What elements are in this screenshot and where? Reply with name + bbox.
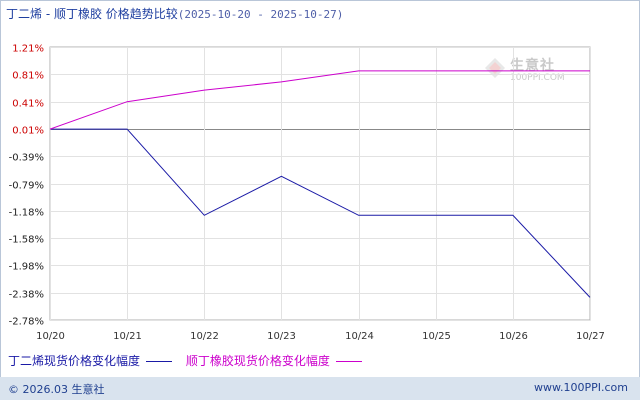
x-tick-label: 10/25 — [422, 331, 451, 342]
legend: 丁二烯现货价格变化幅度 顺丁橡胶现货价格变化幅度 — [8, 352, 372, 369]
legend-label-butadiene: 丁二烯现货价格变化幅度 — [8, 354, 141, 368]
title-main: 丁二烯 - 顺丁橡胶 价格趋势比较 — [6, 7, 178, 21]
legend-swatch-butadiene — [146, 361, 173, 362]
watermark-name: 生意社 — [510, 58, 555, 74]
y-tick-label: -2.78% — [9, 317, 44, 328]
series-lines — [49, 70, 591, 298]
x-tick-label: 10/23 — [267, 331, 296, 342]
x-tick-label: 10/24 — [345, 331, 374, 342]
y-axis-ticks: 1.21% 0.81% 0.41% 0.01% -0.39% -0.79% -1.18% -1… — [9, 44, 44, 328]
y-tick-label: -2.38% — [9, 290, 44, 301]
x-tick-label: 10/22 — [190, 331, 219, 342]
plot-area-border — [49, 46, 591, 321]
legend-label-br-rubber: 顺丁橡胶现货价格变化幅度 — [185, 354, 330, 368]
watermark: 生意社 100PPI.COM — [484, 55, 584, 89]
footer-copyright: © 2026.03 生意社 — [8, 383, 105, 396]
series-line-br-rubber — [49, 70, 590, 130]
grid — [49, 46, 591, 321]
legend-item-butadiene: 丁二烯现货价格变化幅度 — [8, 352, 173, 369]
footer-bar: © 2026.03 生意社 www.100PPI.com — [0, 377, 640, 400]
y-tick-label: -1.18% — [9, 208, 44, 219]
chart-title: 丁二烯 - 顺丁橡胶 价格趋势比较(2025-10-20 - 2025-10-2… — [6, 5, 343, 22]
watermark-url: 100PPI.COM — [510, 73, 565, 83]
legend-item-br-rubber: 顺丁橡胶现货价格变化幅度 — [186, 352, 362, 369]
title-date-range: (2025-10-20 - 2025-10-27) — [177, 8, 344, 21]
y-tick-label: 0.01% — [12, 126, 44, 137]
y-tick-label: 0.41% — [12, 99, 44, 110]
x-tick-label: 10/27 — [576, 331, 605, 342]
x-tick-label: 10/20 — [36, 331, 65, 342]
y-tick-label: 0.81% — [12, 71, 44, 82]
y-tick-label: -0.79% — [9, 181, 44, 192]
y-tick-label: -1.98% — [9, 262, 44, 273]
footer-site-link[interactable]: www.100PPI.com — [534, 381, 628, 394]
x-tick-label: 10/26 — [499, 331, 528, 342]
y-tick-label: -1.58% — [9, 235, 44, 246]
y-tick-label: 1.21% — [12, 44, 44, 55]
series-line-butadiene — [50, 128, 591, 298]
y-tick-label: -0.39% — [9, 153, 44, 164]
x-tick-label: 10/21 — [113, 331, 142, 342]
legend-swatch-br-rubber — [335, 361, 362, 362]
x-axis-ticks: 10/20 10/21 10/22 10/23 10/24 10/25 10/26 10/27 — [36, 331, 605, 342]
